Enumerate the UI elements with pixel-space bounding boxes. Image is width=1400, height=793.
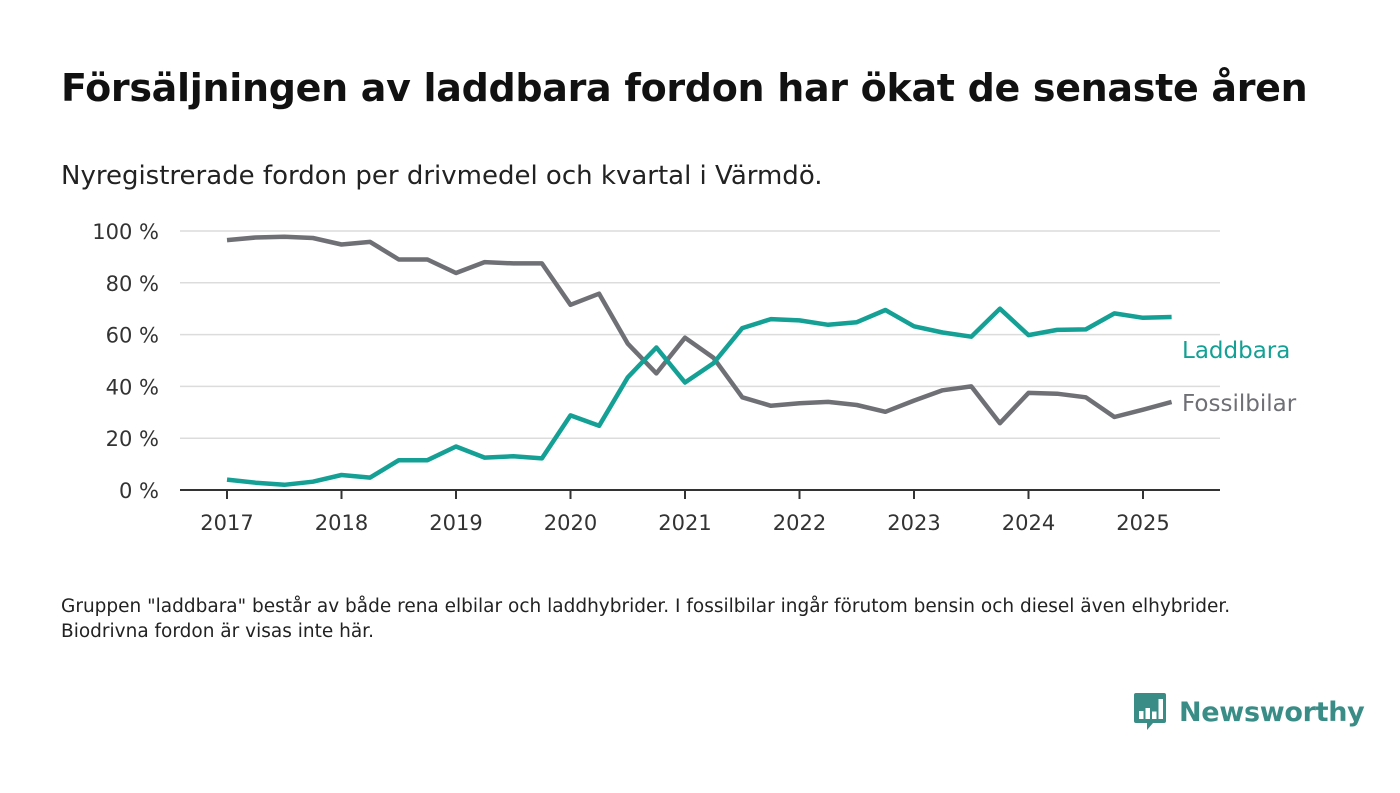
x-tick-label: 2017 xyxy=(200,511,253,535)
x-tick-label: 2020 xyxy=(544,511,597,535)
series-label-fossilbilar: Fossilbilar xyxy=(1182,391,1297,417)
x-tick-label: 2022 xyxy=(773,511,826,535)
series-labels: Laddbara Fossilbilar xyxy=(1182,338,1297,417)
series-line-fossilbilar xyxy=(226,234,1173,426)
y-tick-label: 20 % xyxy=(106,427,159,451)
y-tick-label: 60 % xyxy=(106,324,159,348)
y-tick-label: 0 % xyxy=(119,479,159,503)
newsworthy-chart-bubble-icon xyxy=(1134,693,1166,730)
gridlines xyxy=(180,230,1220,439)
chart-subtitle: Nyregistrerade fordon per drivmedel och … xyxy=(61,161,823,191)
series-lines xyxy=(226,234,1173,488)
x-tick-label: 2023 xyxy=(887,511,940,535)
x-tick-label: 2021 xyxy=(658,511,711,535)
y-tick-label: 80 % xyxy=(106,272,159,296)
x-tick-label: 2019 xyxy=(429,511,482,535)
axes: 0 % 20 % 40 % 60 % 80 % 100 % 2017 2018 2019 2020… xyxy=(92,220,1220,535)
x-tick-label: 2024 xyxy=(1002,511,1055,535)
x-tick-label: 2018 xyxy=(315,511,368,535)
series-label-laddbara: Laddbara xyxy=(1182,338,1290,364)
footnote: Gruppen "laddbara" består av både rena e… xyxy=(61,596,1231,642)
y-tick-label: 40 % xyxy=(106,375,159,399)
y-tick-label: 100 % xyxy=(92,220,159,244)
newsworthy-logo[interactable]: Newsworthy xyxy=(1133,692,1365,732)
series-line-laddbara xyxy=(226,306,1172,488)
chart-title: Försäljningen av laddbara fordon har öka… xyxy=(61,66,1308,110)
newsworthy-logo-text: Newsworthy xyxy=(1179,696,1365,728)
x-tick-label: 2025 xyxy=(1116,511,1169,535)
